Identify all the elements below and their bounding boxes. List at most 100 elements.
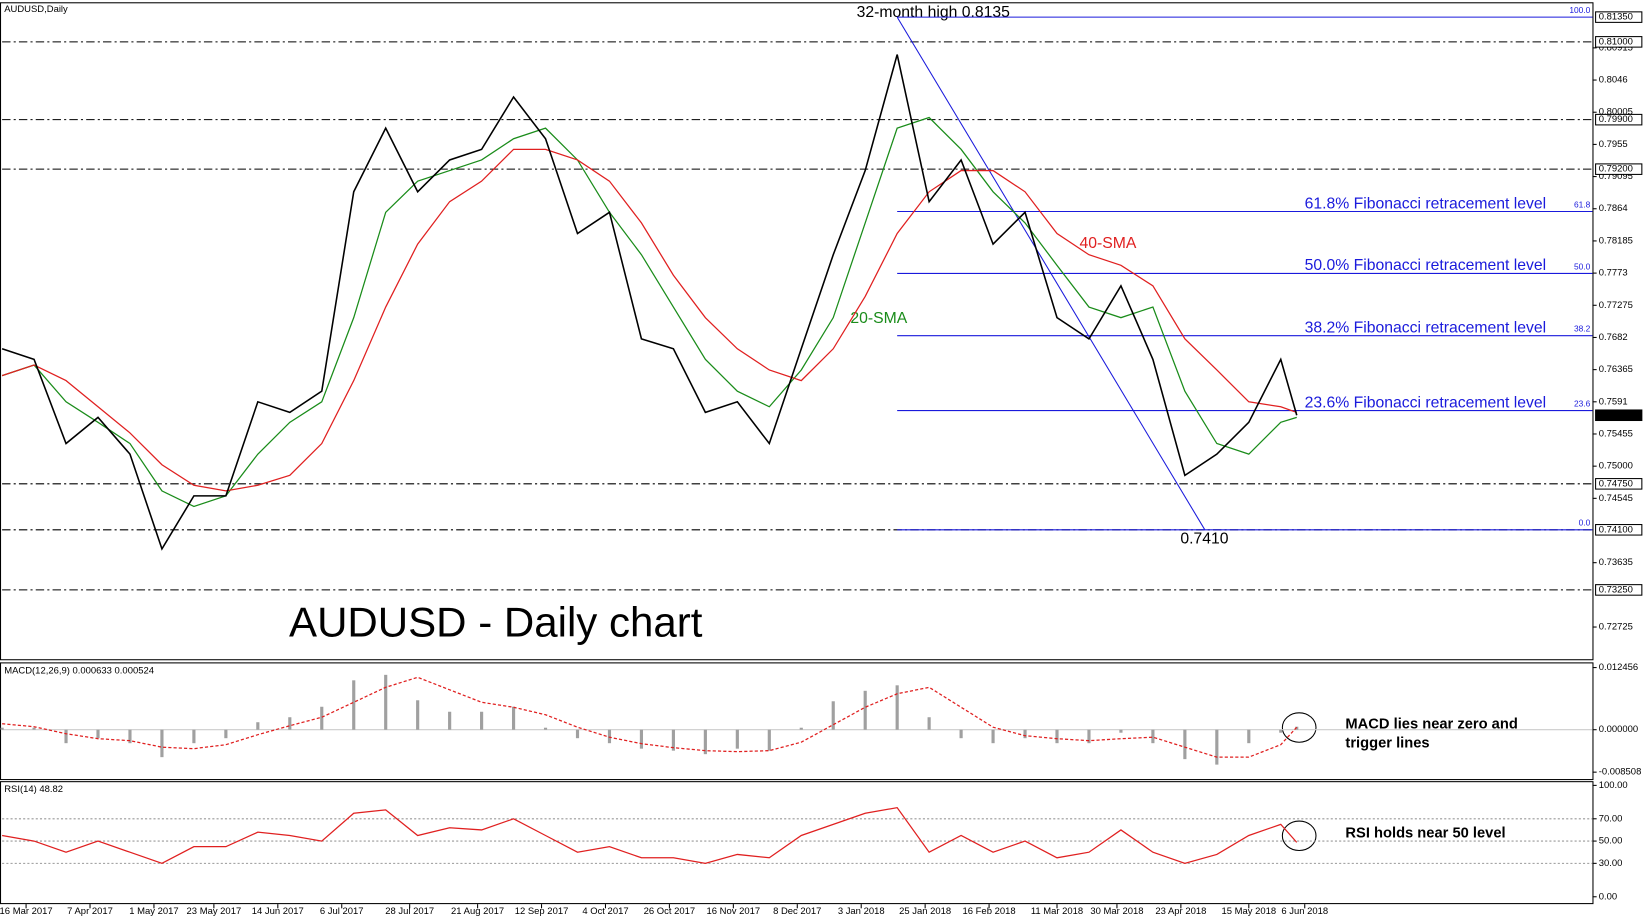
y-tick-label: 0.7955 xyxy=(1599,139,1628,150)
y-tick-label: 100.00 xyxy=(1599,780,1628,791)
rsi-note: RSI holds near 50 level xyxy=(1345,826,1505,842)
macd-bar xyxy=(448,711,452,730)
series-line xyxy=(1,54,1298,551)
macd-bar xyxy=(991,729,995,744)
y-tick-label: 50.00 xyxy=(1599,836,1623,847)
y-tick-label: 30.00 xyxy=(1599,858,1623,869)
macd-bar xyxy=(128,729,132,744)
x-tick-label: 23 Apr 2018 xyxy=(1155,906,1206,917)
series-line xyxy=(1,148,1297,492)
macd-bar xyxy=(32,727,36,730)
macd-bar xyxy=(0,727,4,730)
fib-label: 61.8% Fibonacci retracement level xyxy=(1305,195,1547,212)
x-tick-label: 16 Nov 2017 xyxy=(707,906,761,917)
y-tick-label: 0.8046 xyxy=(1599,75,1628,86)
y-tick-label: 0.000000 xyxy=(1599,724,1638,735)
x-tick-label: 14 Jun 2017 xyxy=(252,906,304,917)
macd-bar xyxy=(1279,729,1283,733)
level-label: 0.81350 xyxy=(1599,12,1633,23)
macd-bar xyxy=(1119,729,1123,733)
y-tick-label: 0.78185 xyxy=(1599,235,1633,246)
y-tick-label: 0.77275 xyxy=(1599,300,1633,311)
x-tick-label: 30 Mar 2018 xyxy=(1090,906,1143,917)
x-tick-label: 6 Jun 2018 xyxy=(1281,906,1328,917)
macd-bar xyxy=(1023,729,1027,739)
macd-bar xyxy=(64,729,68,744)
rsi-circle xyxy=(1281,820,1317,852)
x-tick-label: 16 Mar 2017 xyxy=(0,906,53,917)
level-box xyxy=(1595,524,1643,536)
macd-bar xyxy=(831,701,835,730)
macd-bar xyxy=(192,729,196,744)
x-tick-label: 4 Oct 2017 xyxy=(582,906,628,917)
x-tick-label: 11 Mar 2018 xyxy=(1031,906,1083,917)
fib-ratio: 50.0 xyxy=(1574,261,1591,271)
x-tick-label: 21 Aug 2017 xyxy=(451,906,504,917)
low-annotation: 0.7410 xyxy=(1180,531,1228,548)
level-box xyxy=(1595,36,1643,48)
macd-bar xyxy=(160,729,164,758)
y-tick-label: 0.74545 xyxy=(1599,493,1633,504)
y-tick-label: 0.72725 xyxy=(1599,622,1633,633)
price-panel xyxy=(0,2,1594,661)
macd-note: MACD lies near zero and trigger lines xyxy=(1345,716,1517,751)
last-price-box xyxy=(1595,409,1643,422)
y-tick-label: -0.008508 xyxy=(1599,767,1642,778)
y-tick-label: 0.79095 xyxy=(1599,171,1633,182)
macd-bar xyxy=(799,727,803,730)
macd-bar xyxy=(511,706,516,730)
y-tick-label: 0.80915 xyxy=(1599,42,1633,53)
y-tick-label: 0.7773 xyxy=(1599,268,1628,279)
y-tick-label: 70.00 xyxy=(1599,813,1623,824)
macd-bar xyxy=(1215,729,1219,765)
level-box xyxy=(1595,584,1643,596)
y-tick-label: 0.73635 xyxy=(1599,557,1633,568)
series-line xyxy=(2,676,1298,758)
macd-bar xyxy=(224,729,228,739)
level-label: 0.74750 xyxy=(1599,478,1633,489)
sma40-label: 40-SMA xyxy=(1079,235,1136,252)
macd-bar xyxy=(1055,729,1059,744)
level-label: 0.79900 xyxy=(1599,114,1633,125)
fib-ratio: 23.6 xyxy=(1574,398,1591,408)
macd-bar xyxy=(1247,729,1251,744)
last-price-label: 0.75720 xyxy=(1599,410,1633,421)
macd-bar xyxy=(256,722,260,730)
macd-bar xyxy=(480,711,484,730)
trendline xyxy=(896,16,1206,531)
level-box xyxy=(1595,478,1643,490)
fib-label: 23.6% Fibonacci retracement level xyxy=(1305,394,1547,411)
macd-bar xyxy=(959,729,963,739)
level-label: 0.81000 xyxy=(1599,36,1633,47)
macd-bar xyxy=(288,717,292,730)
level-box xyxy=(1595,11,1643,23)
x-tick-label: 12 Sep 2017 xyxy=(515,906,569,917)
y-tick-label: 0.75455 xyxy=(1599,428,1633,439)
x-tick-label: 15 May 2018 xyxy=(1221,906,1276,917)
level-box xyxy=(1595,163,1643,175)
level-label: 0.74100 xyxy=(1599,524,1633,535)
series-line xyxy=(1,116,1297,508)
macd-bar xyxy=(895,685,899,730)
sma20-label: 20-SMA xyxy=(850,310,907,327)
macd-bar xyxy=(671,729,675,751)
high-annotation: 32-month high 0.8135 xyxy=(857,4,1010,21)
macd-bar xyxy=(575,729,580,739)
rsi-header: RSI(14) 48.82 xyxy=(4,784,63,795)
macd-bar xyxy=(703,729,707,755)
macd-bar xyxy=(352,680,356,730)
macd-bar xyxy=(863,690,867,730)
macd-bar xyxy=(320,706,324,730)
series-line xyxy=(1,806,1298,865)
x-tick-label: 8 Dec 2017 xyxy=(773,906,821,917)
macd-bar xyxy=(1295,726,1299,730)
y-tick-label: 0.7682 xyxy=(1599,332,1628,343)
macd-bar xyxy=(1087,729,1091,744)
y-tick-label: 0.75000 xyxy=(1599,461,1633,472)
level-label: 0.79200 xyxy=(1599,164,1633,175)
x-tick-label: 7 Apr 2017 xyxy=(67,906,113,917)
macd-bar xyxy=(543,727,548,730)
level-label: 0.73250 xyxy=(1599,584,1633,595)
macd-header: MACD(12,26,9) 0.000633 0.000524 xyxy=(4,665,154,676)
